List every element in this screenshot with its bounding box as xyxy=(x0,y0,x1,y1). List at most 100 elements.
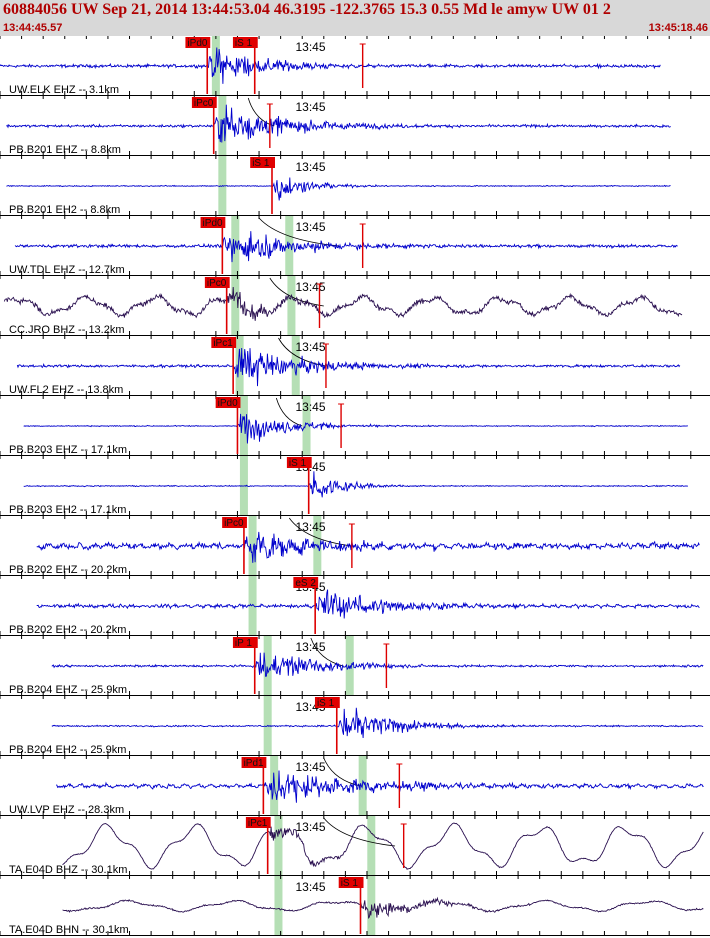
pick-label: iPc0 xyxy=(224,518,244,529)
pick-label: iPc0 xyxy=(194,98,214,109)
station-label: PB.B204 EH2 -- 25.9km xyxy=(9,744,126,756)
waveform xyxy=(3,286,683,321)
time-label: 13:45 xyxy=(296,520,326,534)
station-label: PB.B202 EH2 -- 20.2km xyxy=(9,624,126,636)
window-start-time: 13:44:45.57 xyxy=(3,22,63,34)
waveform xyxy=(0,47,661,84)
pick-label-box xyxy=(204,277,230,288)
trace-panel: 13:45 iPd0 UW.TDL EHZ -- 12.7km xyxy=(0,216,710,276)
pick-label-box xyxy=(241,757,267,768)
station-label: UW.TDL EHZ -- 12.7km xyxy=(9,264,125,276)
pick-label-box xyxy=(222,517,247,528)
time-label: 13:45 xyxy=(296,340,326,354)
travel-time-curve xyxy=(258,217,339,247)
station-label: UW.ELK EHZ -- 3.1km xyxy=(9,84,119,96)
pick-label-box xyxy=(215,397,241,408)
waveform xyxy=(6,104,671,143)
time-label: 13:45 xyxy=(296,760,326,774)
station-label: CC.JRO BHZ -- 13.2km xyxy=(9,324,125,336)
station-label: PB.B203 EH2 -- 17.1km xyxy=(9,504,126,516)
pick-label: iP 1 xyxy=(235,638,252,649)
pick-label-box xyxy=(314,697,340,708)
pick-label-box xyxy=(185,37,211,48)
station-label: PB.B201 EHZ -- 8.8km xyxy=(9,144,121,156)
seismogram-plot: 13:45 iPd0 iS 1 UW.ELK EHZ -- 3.1km 13:45 iPc… xyxy=(0,36,710,936)
pick-label-box xyxy=(286,457,312,468)
time-label: 13:45 xyxy=(296,220,326,234)
station-label: TA.E04D BHZ -- 30.1km xyxy=(9,864,127,876)
pick-label-box xyxy=(338,877,364,888)
time-label: 13:45 xyxy=(296,40,326,54)
event-title: 60884056 UW Sep 21, 2014 13:44:53.04 46.… xyxy=(3,1,611,18)
predicted-p-band xyxy=(248,576,257,636)
station-label: PB.B202 EHZ -- 20.2km xyxy=(9,564,127,576)
trace-panel: 13:45 iPd1 UW.LVP EHZ -- 28.3km xyxy=(0,756,710,816)
title-bar: 60884056 UW Sep 21, 2014 13:44:53.04 46.… xyxy=(0,0,710,36)
pick-label: iPc0 xyxy=(207,278,227,289)
predicted-p-band xyxy=(274,876,283,936)
predicted-s-band xyxy=(287,276,296,336)
waveform xyxy=(23,471,689,498)
predicted-s-band xyxy=(302,396,311,456)
station-label: PB.B201 EH2 -- 8.8km xyxy=(9,204,120,216)
travel-time-curve xyxy=(275,397,303,427)
waveform xyxy=(51,707,704,739)
trace-panel: 13:45 iPc1 UW.FL2 EHZ -- 13.8km xyxy=(0,336,710,396)
trace-panel: 13:45 iS 1 PB.B201 EH2 -- 8.8km xyxy=(0,156,710,216)
pick-label-box xyxy=(245,817,271,828)
pick-label: iPd0 xyxy=(203,218,223,229)
time-label: 13:45 xyxy=(296,280,326,294)
predicted-p-band xyxy=(239,396,248,456)
pick-label-box xyxy=(232,637,258,648)
predicted-p-band xyxy=(263,636,272,696)
pick-label-box xyxy=(200,217,226,228)
waveform xyxy=(36,531,700,563)
waveform xyxy=(36,589,700,619)
predicted-s-band xyxy=(367,816,376,876)
station-label: PB.B204 EHZ -- 25.9km xyxy=(9,684,127,696)
trace-panel: 13:45 iS 1 TA.E04D BHN -- 30.1km xyxy=(0,876,710,936)
predicted-p-band xyxy=(274,816,283,876)
pick-label: iPd0 xyxy=(218,398,238,409)
predicted-p-band xyxy=(235,336,244,396)
travel-time-curve xyxy=(269,277,324,307)
trace-panel: 13:45 iP 1 PB.B204 EHZ -- 25.9km xyxy=(0,636,710,696)
window-end-time: 13:45:18.46 xyxy=(648,22,708,34)
pick-label: iS 1 xyxy=(317,698,335,709)
pick-label: iS 1 xyxy=(289,458,307,469)
pick-label: iPc1 xyxy=(248,818,268,829)
trace-panel: 13:45 iPd0 iS 1 UW.ELK EHZ -- 3.1km xyxy=(0,36,710,96)
travel-time-curve xyxy=(247,97,275,127)
pick-label-box xyxy=(191,97,217,108)
predicted-s-band xyxy=(291,336,300,396)
predicted-p-band xyxy=(248,516,257,576)
station-label: UW.FL2 EHZ -- 13.8km xyxy=(9,384,123,396)
time-label: 13:45 xyxy=(296,820,326,834)
pick-label: iS 1 xyxy=(341,878,359,889)
waveform xyxy=(51,652,704,677)
time-label: 13:45 xyxy=(296,160,326,174)
pick-label-box xyxy=(211,337,237,348)
waveform xyxy=(62,822,704,870)
waveform xyxy=(14,231,678,263)
waveform xyxy=(56,770,704,803)
pick-label-box xyxy=(293,577,319,588)
time-label: 13:45 xyxy=(296,880,326,894)
pick-label: iS 1 xyxy=(252,158,270,169)
pick-label: iS 1 xyxy=(235,38,253,49)
pick-label-box xyxy=(250,157,275,168)
time-label: 13:45 xyxy=(296,400,326,414)
time-label: 13:45 xyxy=(296,640,326,654)
travel-time-curve xyxy=(288,517,352,547)
station-label: UW.LVP EHZ -- 28.3km xyxy=(9,804,124,816)
travel-time-curve xyxy=(323,817,396,847)
travel-time-curve xyxy=(310,637,344,667)
waveform xyxy=(62,896,704,920)
trace-panel: 13:45 iPc0 PB.B202 EHZ -- 20.2km xyxy=(0,516,710,576)
station-label: PB.B203 EHZ -- 17.1km xyxy=(9,444,127,456)
waveform xyxy=(23,413,689,444)
pick-label: iPd0 xyxy=(187,38,207,49)
trace-panel: 13:45 iPd0 PB.B203 EHZ -- 17.1km xyxy=(0,396,710,456)
